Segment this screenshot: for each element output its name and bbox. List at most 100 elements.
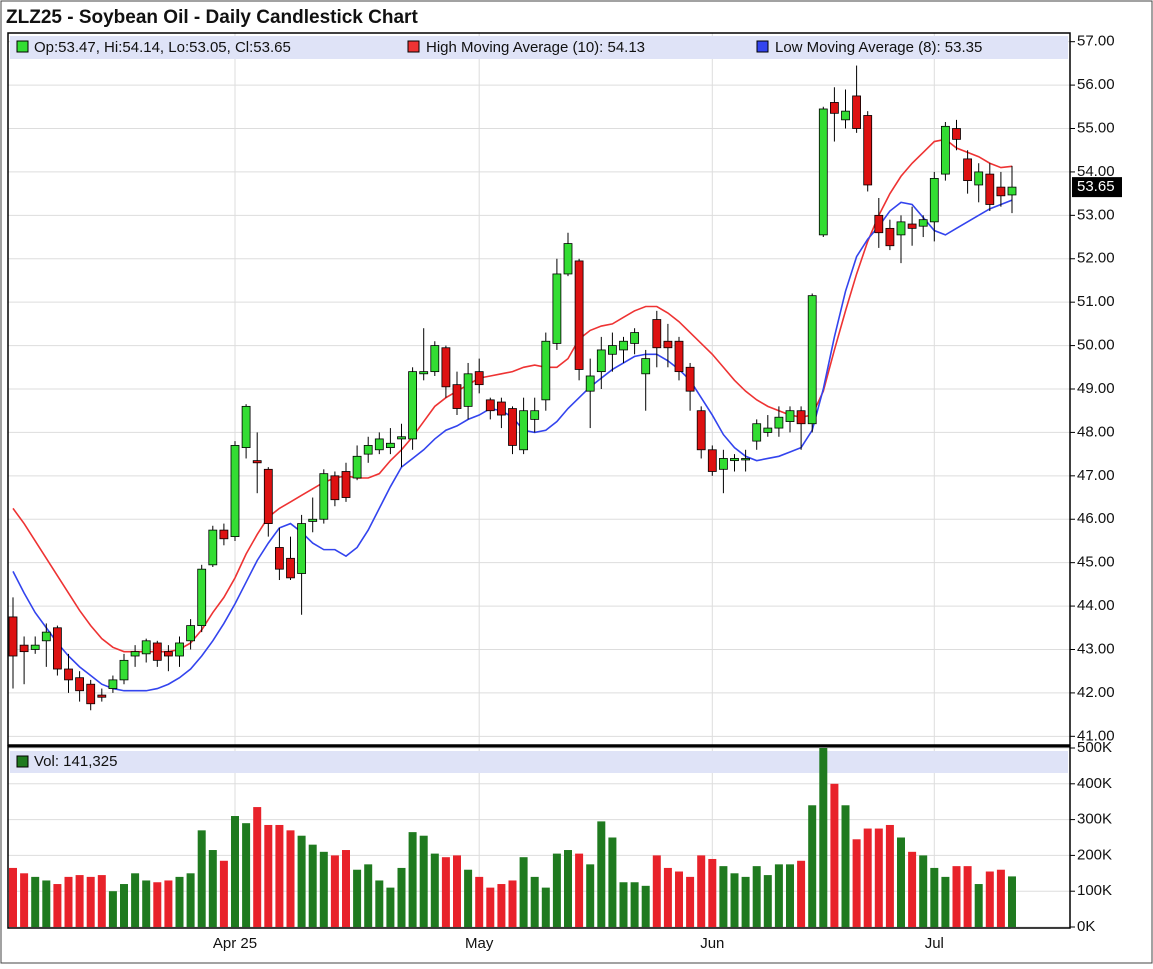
- candle-body: [152, 642, 162, 661]
- candle-body: [385, 442, 395, 449]
- volume-bar: [475, 876, 484, 927]
- y-tick-label: 53.00: [1077, 206, 1115, 223]
- chart-title: ZLZ25 - Soybean Oil - Daily Candlestick …: [6, 7, 418, 28]
- y-tick-label: 52.00: [1077, 250, 1115, 267]
- volume-bar: [597, 821, 606, 927]
- volume-bar: [142, 880, 151, 927]
- volume-bar: [675, 871, 683, 927]
- candle-body: [763, 427, 773, 433]
- y-tick-label: 0K: [1077, 918, 1095, 935]
- candle-body: [918, 219, 928, 227]
- volume-bar: [419, 835, 428, 927]
- legend-swatch: [16, 755, 29, 768]
- volume-bar: [863, 828, 872, 927]
- y-tick-label: 46.00: [1077, 510, 1115, 527]
- candle-body: [863, 115, 873, 186]
- legend-band: [10, 751, 1068, 773]
- candle-body: [719, 458, 728, 470]
- volume-bar: [242, 823, 251, 927]
- volume-bar: [897, 837, 905, 927]
- x-tick-label: Jun: [700, 935, 724, 952]
- volume-bar: [786, 864, 794, 927]
- volume-bar: [297, 835, 306, 927]
- candle-body: [974, 171, 984, 186]
- volume-bar: [20, 873, 29, 927]
- candle-body: [241, 405, 251, 449]
- volume-bar: [275, 824, 284, 927]
- volume-bar: [9, 867, 17, 927]
- volume-bar: [697, 855, 706, 927]
- volume-bar: [397, 867, 406, 927]
- candle-body: [785, 410, 795, 422]
- candle-body: [929, 178, 939, 223]
- y-tick-label: 500K: [1077, 739, 1112, 756]
- candle-body: [674, 340, 684, 373]
- candle-body: [774, 416, 784, 429]
- candle-body: [574, 260, 584, 370]
- candle-body: [186, 625, 196, 642]
- volume-bar: [508, 880, 517, 927]
- volume-bar: [730, 873, 739, 927]
- candle-body: [841, 110, 850, 121]
- y-tick-label: 49.00: [1077, 380, 1115, 397]
- candle-body: [885, 227, 895, 247]
- x-tick-label: May: [465, 935, 494, 952]
- volume-bar: [885, 824, 894, 927]
- volume-bar: [608, 837, 617, 927]
- candle-body: [219, 529, 229, 540]
- candle-body: [341, 471, 351, 498]
- candle-body: [752, 423, 762, 442]
- candle-body: [552, 273, 562, 344]
- candle-body: [319, 473, 329, 520]
- candle-body: [252, 460, 262, 464]
- candle-body: [563, 243, 573, 275]
- volume-bar: [819, 748, 828, 927]
- volume-bar: [286, 830, 295, 927]
- candle-body: [963, 158, 972, 182]
- volume-bar: [774, 864, 783, 927]
- volume-bar: [641, 885, 650, 927]
- y-tick-label: 41.00: [1077, 727, 1115, 744]
- volume-bar: [386, 887, 395, 927]
- candle-body: [1007, 186, 1017, 196]
- volume-bar: [375, 880, 384, 927]
- candle-body: [352, 455, 362, 479]
- candle-body: [8, 616, 18, 657]
- volume-bar: [541, 887, 550, 927]
- x-tick-label: Jul: [925, 935, 944, 952]
- volume-bar: [763, 875, 772, 927]
- volume-bar: [486, 887, 495, 927]
- volume-bar: [108, 891, 117, 927]
- candle-body: [230, 445, 240, 538]
- volume-bar: [808, 805, 817, 927]
- volume-bar: [575, 853, 584, 927]
- candle-body: [585, 375, 595, 392]
- candle-body: [907, 223, 917, 229]
- volume-bar: [830, 783, 839, 927]
- volume-bar: [75, 875, 84, 927]
- candle-body: [408, 371, 418, 440]
- volume-bar: [441, 857, 450, 927]
- candle-body: [119, 659, 129, 681]
- y-tick-label: 300K: [1077, 811, 1112, 828]
- volume-bar: [519, 857, 528, 927]
- y-tick-label: 57.00: [1077, 33, 1115, 50]
- volume-bar: [552, 853, 561, 927]
- candle-body: [830, 102, 839, 114]
- volume-bar: [741, 876, 750, 927]
- volume-bar: [97, 875, 106, 927]
- volume-bar: [208, 850, 217, 927]
- plot: [8, 65, 1017, 927]
- volume-bar: [408, 832, 417, 927]
- y-tick-label: 55.00: [1077, 119, 1115, 136]
- candle-body: [286, 557, 295, 579]
- volume-bar: [530, 876, 539, 927]
- candle-body: [64, 668, 73, 681]
- volume-bar: [364, 864, 373, 927]
- candle-body: [297, 523, 307, 574]
- candle-body: [519, 410, 528, 451]
- volume-bar: [219, 860, 228, 927]
- volume-bar: [175, 876, 184, 927]
